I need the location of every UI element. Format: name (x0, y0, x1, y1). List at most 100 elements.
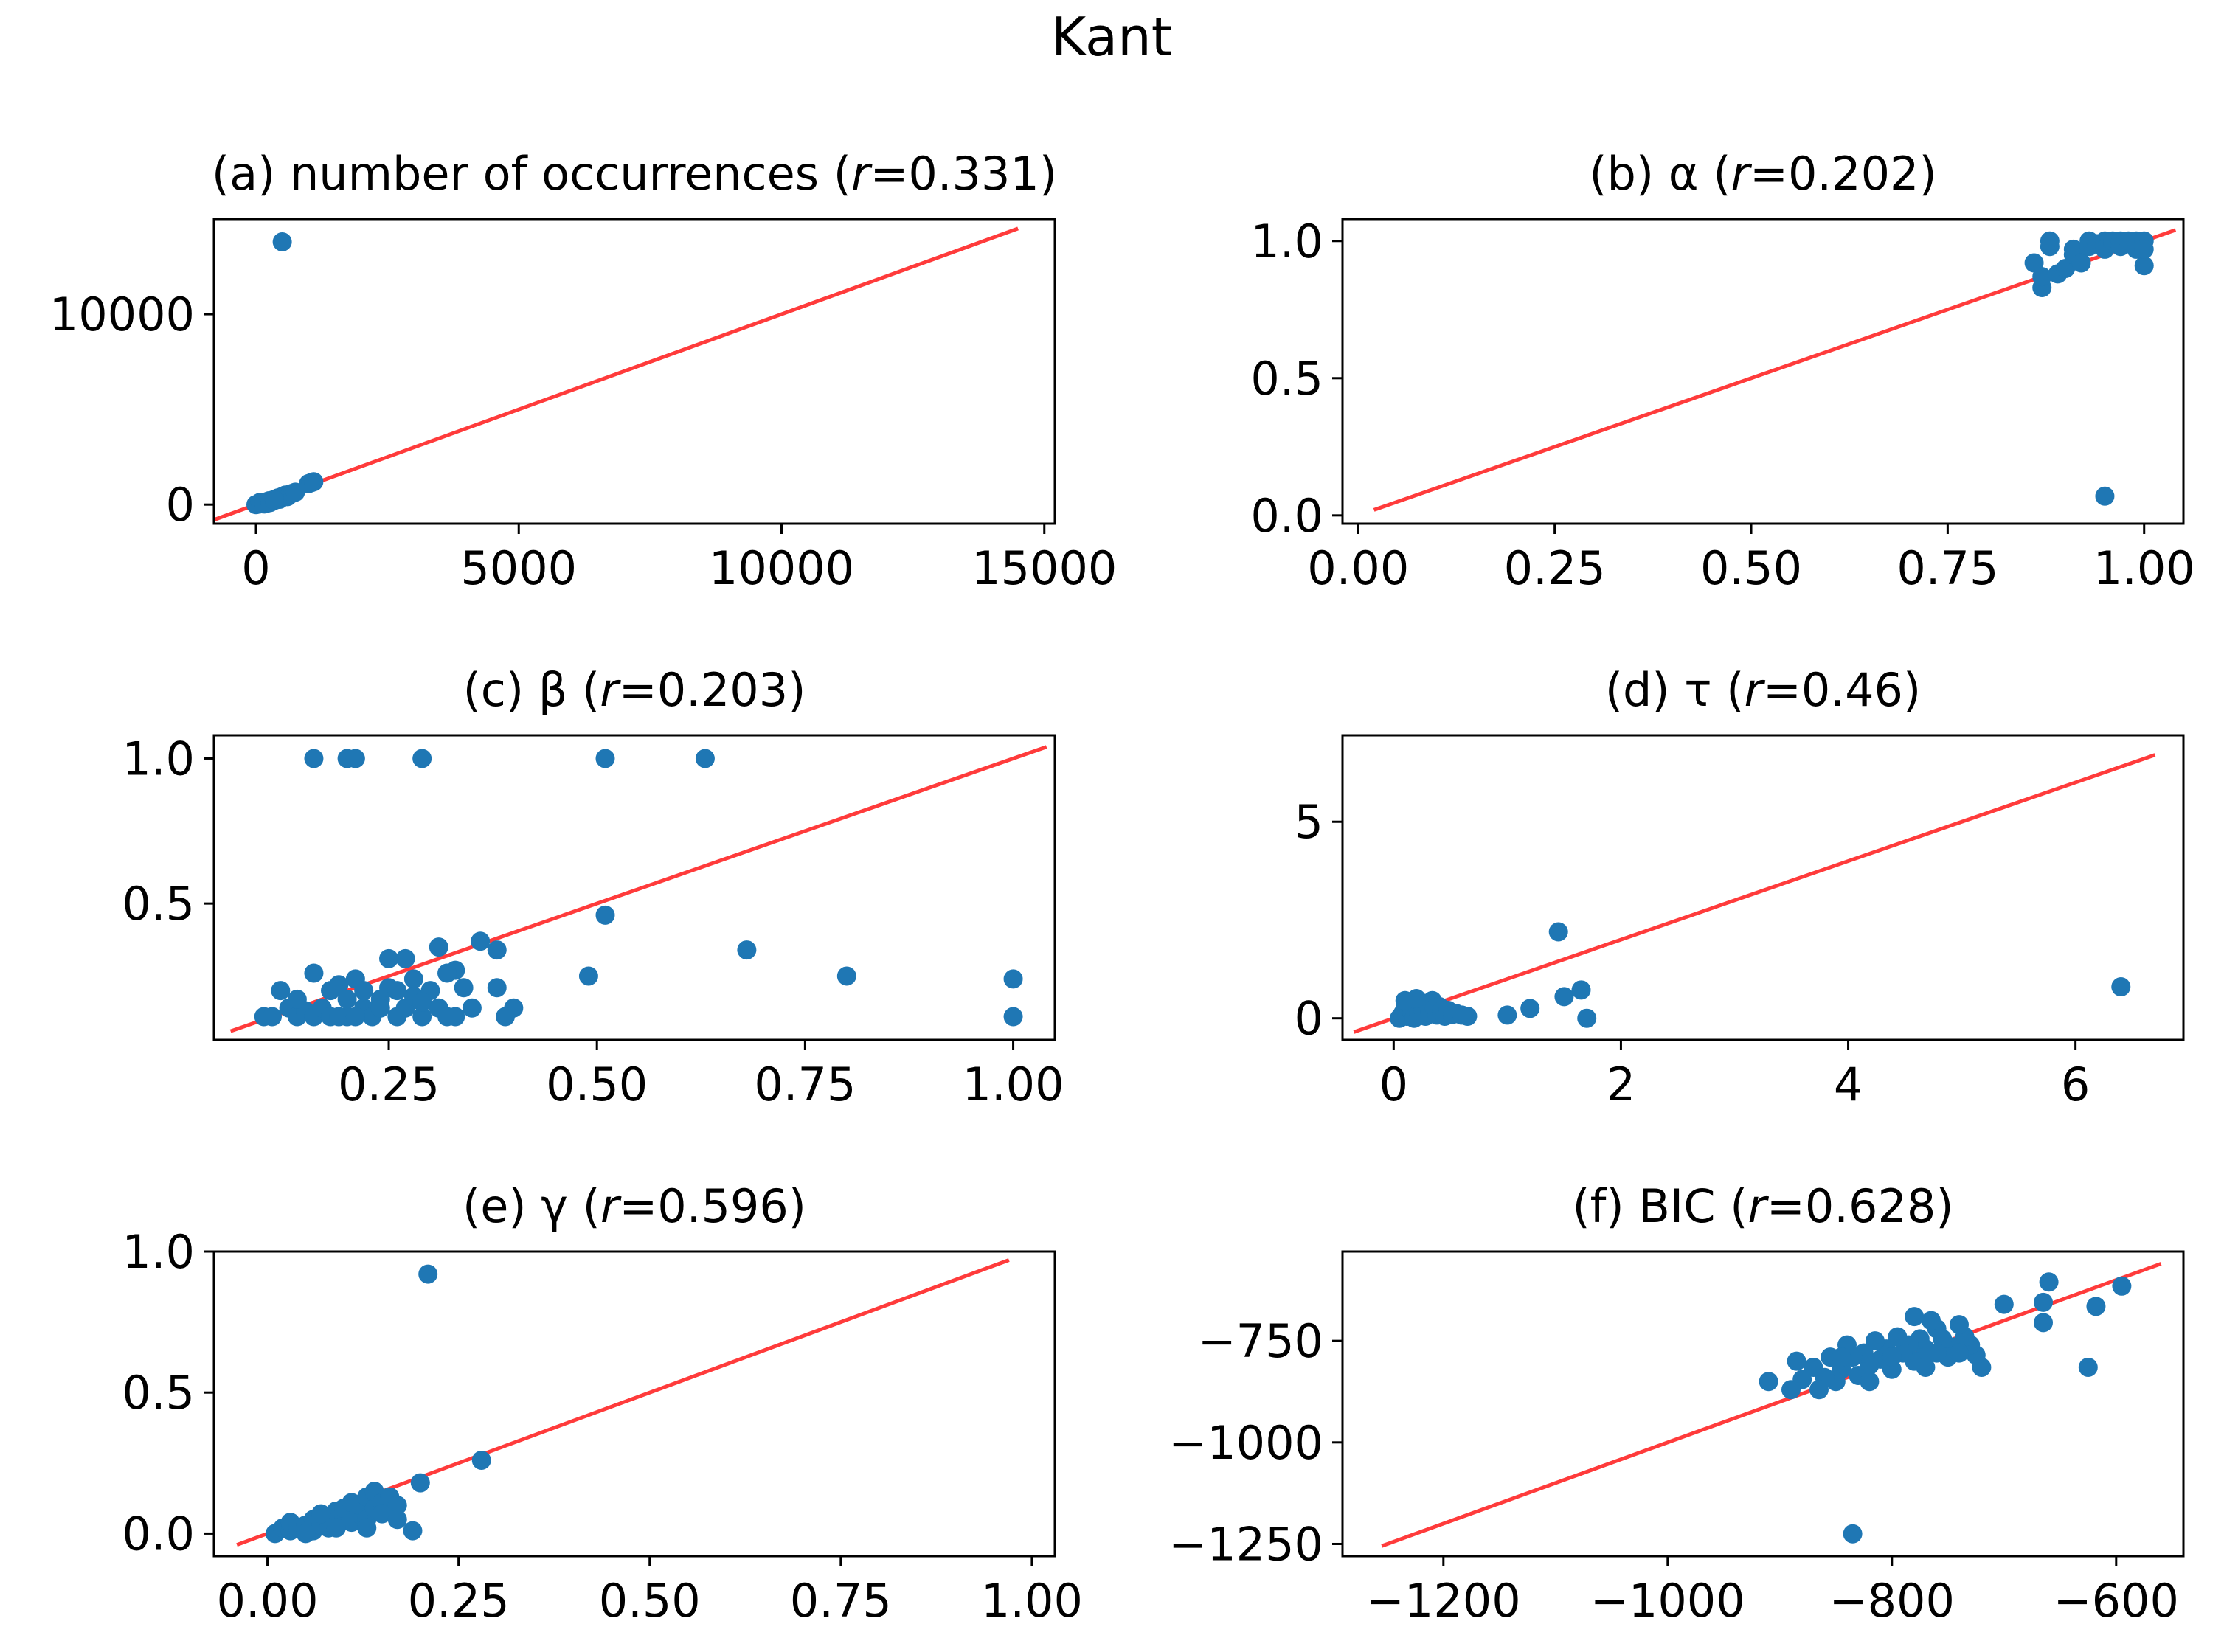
data-point (487, 940, 507, 960)
panel-title-r: r (851, 147, 873, 201)
data-point (595, 749, 615, 768)
y-tick-label: 0.0 (122, 1507, 195, 1561)
panel-title-suffix: =0.203) (619, 663, 806, 717)
data-point (403, 969, 423, 989)
panel-title-prefix: (b) α ( (1589, 147, 1731, 201)
data-point (2095, 486, 2115, 506)
plot-area (1373, 228, 2177, 512)
data-point (2034, 1313, 2053, 1333)
x-tick-label: 5000 (460, 541, 577, 595)
y-tick-label: 1.0 (1250, 215, 1323, 268)
data-point (387, 1496, 407, 1516)
panel-title-prefix: (a) number of occurrences ( (212, 147, 851, 201)
data-point (263, 1007, 283, 1027)
x-tick-label: 0.50 (599, 1574, 701, 1628)
data-point (373, 1504, 392, 1524)
y-tick-label: −1250 (1168, 1517, 1323, 1571)
x-tick-label: 0.75 (754, 1058, 856, 1111)
x-tick-label: 2 (1607, 1058, 1635, 1111)
figure-title: Kant (1051, 6, 1172, 68)
y-tick-label: 0.0 (1250, 489, 1323, 543)
panel-title: (e) γ (r=0.596) (463, 1179, 806, 1233)
data-point (304, 749, 324, 768)
panel-a: (a) number of occurrences (r=0.331) 0 5000… (49, 147, 1118, 595)
data-point (429, 937, 448, 957)
x-tick-label: 1.00 (2093, 541, 2195, 595)
data-point (1003, 1007, 1023, 1027)
data-point (1548, 922, 1568, 942)
data-point (2111, 977, 2131, 997)
data-point (1554, 987, 1574, 1007)
data-point (357, 1518, 377, 1538)
data-point (379, 948, 399, 968)
data-point (329, 975, 349, 995)
data-point (1860, 1372, 1880, 1392)
data-point (1916, 1357, 1936, 1377)
data-point (1571, 980, 1591, 1000)
plot-area (229, 745, 1047, 1033)
panel-c: (c) β (r=0.203) 0.25 0.50 0.75 1.00 0.5 1.0 (122, 663, 1064, 1111)
plot-area (1381, 1262, 2162, 1548)
data-point (595, 905, 615, 925)
data-point (296, 1524, 316, 1544)
x-tick-label: −600 (2054, 1574, 2179, 1628)
panel-title-suffix: =0.331) (870, 147, 1057, 201)
data-point (2086, 1297, 2106, 1316)
data-point (1458, 1007, 1478, 1027)
plot-area (214, 226, 1019, 522)
panel-title-suffix: =0.202) (1750, 147, 1937, 201)
data-point (1950, 1343, 1969, 1363)
data-point (1927, 1343, 1947, 1363)
data-point (836, 966, 856, 986)
panel-title-r: r (600, 1179, 622, 1233)
data-point (437, 963, 457, 983)
data-point (1866, 1331, 1885, 1351)
data-point (337, 989, 357, 1009)
fit-line (1381, 1262, 2162, 1548)
panel-b: (b) α (r=0.202) 0.00 0.25 0.50 0.75 1.00 0.0 0.… (1250, 147, 2194, 595)
axes-frame (1341, 218, 2185, 525)
x-tick-label: −1000 (1590, 1574, 1745, 1628)
data-point (345, 1007, 365, 1027)
panel-title: (f) BIC (r=0.628) (1572, 1179, 1953, 1233)
axes-frame (1341, 1250, 2185, 1558)
x-tick-label: −1200 (1366, 1574, 1521, 1628)
data-point (2134, 256, 2154, 276)
y-tick-label: 0.5 (122, 877, 195, 931)
data-point (1407, 989, 1427, 1009)
panel-title-r: r (1731, 147, 1753, 201)
panel-title-r: r (1747, 1179, 1769, 1233)
data-point (264, 490, 284, 510)
data-point (304, 472, 324, 492)
data-point (1804, 1357, 1823, 1377)
data-point (418, 1264, 438, 1284)
x-tick-label: 1.00 (981, 1574, 1083, 1628)
panel-title-suffix: =0.46) (1763, 663, 1921, 717)
panel-title-prefix: (c) β ( (463, 663, 600, 717)
panel-f: (f) BIC (r=0.628) −1200 −1000 −800 −600 −1250… (1168, 1179, 2185, 1628)
data-point (2071, 253, 2091, 273)
data-point (1882, 1347, 1902, 1367)
data-point (695, 749, 715, 768)
x-tick-label: 0.50 (546, 1058, 648, 1111)
fit-line (1353, 753, 2156, 1034)
data-point (2034, 1292, 2053, 1312)
panel-title-r: r (1744, 663, 1765, 717)
x-tick-label: 10000 (709, 541, 854, 595)
data-point (446, 1007, 465, 1027)
y-tick-label: 1.0 (122, 1225, 195, 1279)
panels: (a) number of occurrences (r=0.331)0 5000… (49, 147, 2195, 1628)
data-point (2039, 1272, 2059, 1292)
panel-title-suffix: =0.628) (1767, 1179, 1954, 1233)
data-point (387, 981, 407, 1001)
data-point (1497, 1005, 1517, 1025)
panel-title: (b) α (r=0.202) (1589, 147, 1936, 201)
data-point (1759, 1372, 1778, 1392)
data-point (737, 940, 757, 960)
y-tick-label: 10000 (49, 288, 195, 341)
data-point (1577, 1008, 1597, 1028)
panel-d: (d) τ (r=0.46) 0 2 4 6 0 5 (1295, 663, 2185, 1111)
x-tick-label: −800 (1829, 1574, 1955, 1628)
x-tick-label: 0.75 (1896, 541, 1998, 595)
axes-frame (212, 218, 1056, 525)
